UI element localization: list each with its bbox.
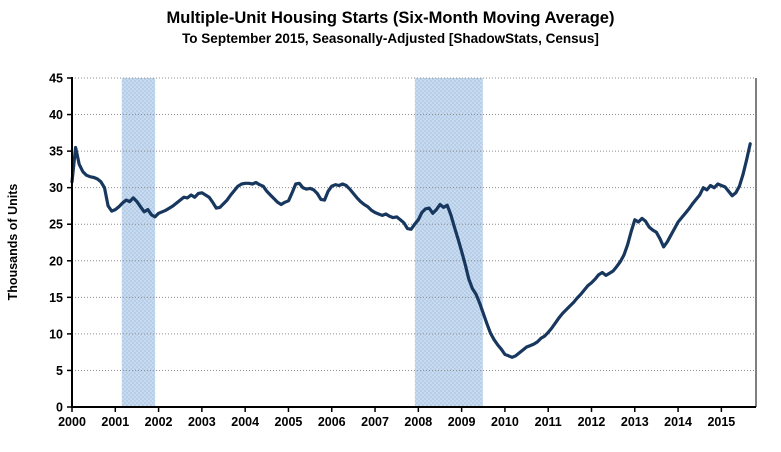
recession-band <box>121 78 156 407</box>
x-tick-label: 2005 <box>275 415 303 429</box>
x-tick-label: 2002 <box>145 415 173 429</box>
chart-subtitle: To September 2015, Seasonally-Adjusted [… <box>182 31 599 46</box>
x-tick-label: 2007 <box>361 415 389 429</box>
y-tick-label: 40 <box>49 108 63 122</box>
y-tick-label: 35 <box>49 145 63 159</box>
x-tick-label: 2011 <box>535 415 562 429</box>
x-tick-label: 2008 <box>404 415 432 429</box>
x-tick-label: 2001 <box>101 415 129 429</box>
chart-title: Multiple-Unit Housing Starts (Six-Month … <box>166 9 615 27</box>
x-tick-label: 2006 <box>318 415 346 429</box>
y-tick-label: 20 <box>49 254 63 268</box>
recession-band <box>414 78 483 407</box>
y-tick-label: 45 <box>49 72 63 86</box>
x-tick-label: 2009 <box>448 415 476 429</box>
y-tick-label: 15 <box>49 291 63 305</box>
x-tick-label: 2003 <box>188 415 216 429</box>
y-tick-label: 25 <box>49 218 63 232</box>
x-tick-label: 2014 <box>664 415 692 429</box>
y-tick-label: 10 <box>49 327 63 341</box>
x-tick-label: 2004 <box>231 415 259 429</box>
x-tick-label: 2010 <box>491 415 519 429</box>
x-tick-label: 2013 <box>621 415 649 429</box>
series-line <box>70 142 752 359</box>
x-tick-label: 2015 <box>707 415 735 429</box>
x-tick-label: 2012 <box>578 415 606 429</box>
y-tick-label: 0 <box>56 401 63 415</box>
y-tick-label: 5 <box>56 364 63 378</box>
x-tick-label: 2000 <box>58 415 86 429</box>
y-tick-label: 30 <box>49 181 63 195</box>
